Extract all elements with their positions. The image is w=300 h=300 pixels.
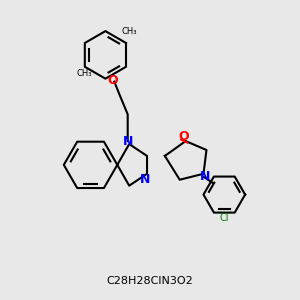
Text: O: O (107, 74, 118, 87)
Text: N: N (122, 135, 133, 148)
Text: N: N (200, 170, 210, 183)
Text: Cl: Cl (220, 213, 229, 224)
Text: CH₃: CH₃ (122, 27, 137, 36)
Text: N: N (140, 173, 151, 186)
Text: O: O (179, 130, 190, 143)
Text: CH₃: CH₃ (77, 69, 92, 78)
Text: C28H28ClN3O2: C28H28ClN3O2 (106, 276, 194, 286)
